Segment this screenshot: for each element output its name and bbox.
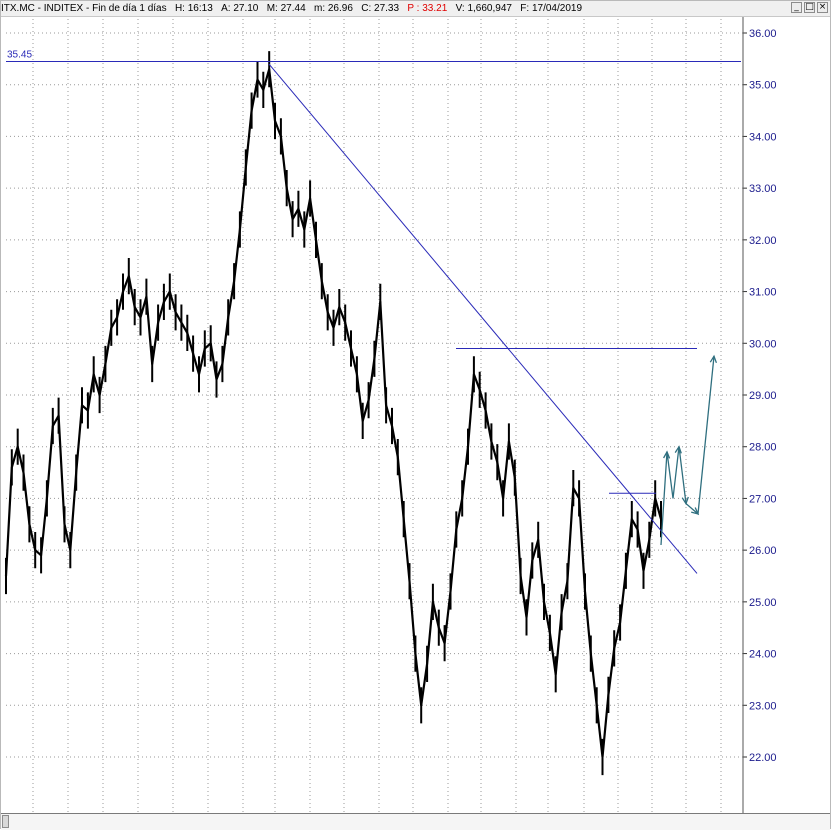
projection-arrowhead xyxy=(674,445,682,454)
y-tick-label: 29.00 xyxy=(749,390,777,402)
projection-path xyxy=(660,356,715,546)
hour-value: H: 16:13 xyxy=(174,3,213,14)
y-tick-label: 25.00 xyxy=(749,597,777,609)
y-tick-label: 22.00 xyxy=(749,752,777,764)
projection-arrowhead xyxy=(709,354,718,364)
low-value: m: 26.96 xyxy=(313,3,353,14)
y-tick-label: 31.00 xyxy=(749,287,777,299)
resistance-label: 35.45 xyxy=(7,49,32,60)
chart-header: ITX.MC - INDITEX - Fin de día 1 días H: … xyxy=(1,1,830,17)
close-button[interactable]: × xyxy=(817,2,828,13)
y-tick-label: 32.00 xyxy=(749,235,777,247)
projection-arrowhead xyxy=(663,450,671,459)
x-axis-strip xyxy=(1,813,830,830)
price-chart: 36.00 35.00 34.00 33.00 32.00 31.00 30.00 29.00… xyxy=(4,17,777,813)
minimize-button[interactable]: _ xyxy=(791,2,802,13)
projection-arrowhead xyxy=(681,496,689,506)
date-value: F: 17/04/2019 xyxy=(520,3,583,14)
y-tick-label: 24.00 xyxy=(749,649,777,661)
volume-value: V: 1,660,947 xyxy=(455,3,512,14)
close-value: C: 27.33 xyxy=(361,3,400,14)
high-value: M: 27.44 xyxy=(266,3,306,14)
y-tick-label: 28.00 xyxy=(749,442,777,454)
y-tick-label: 26.00 xyxy=(749,545,777,557)
y-tick-label: 35.00 xyxy=(749,80,777,92)
y-tick-label: 33.00 xyxy=(749,183,777,195)
scroll-left-handle[interactable] xyxy=(2,815,9,828)
y-tick-label: 27.00 xyxy=(749,493,777,505)
window-controls: _ □ × xyxy=(791,2,828,14)
y-tick-label: 30.00 xyxy=(749,338,777,350)
open-value: A: 27.10 xyxy=(221,3,259,14)
projection-arrowhead xyxy=(691,507,700,515)
p-value: P : 33.21 xyxy=(407,3,448,14)
y-tick-label: 34.00 xyxy=(749,131,777,143)
y-tick-label: 36.00 xyxy=(749,28,777,40)
restore-button[interactable]: □ xyxy=(804,2,815,13)
symbol-label: ITX.MC - INDITEX - Fin de día 1 días xyxy=(1,3,167,14)
y-tick-label: 23.00 xyxy=(749,700,777,712)
price-range-bars xyxy=(5,51,662,776)
downtrend-line xyxy=(268,63,698,574)
